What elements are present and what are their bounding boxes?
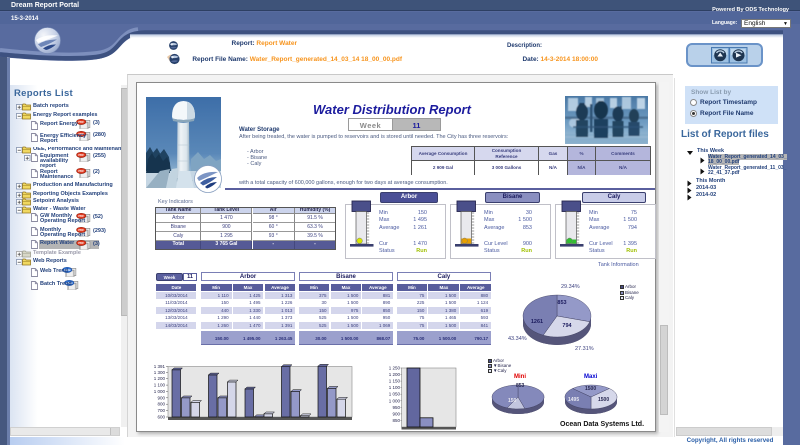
svg-text:1 000: 1 000 (154, 389, 166, 394)
svg-text:1 200: 1 200 (389, 372, 401, 377)
svg-text:1261: 1261 (531, 319, 543, 325)
svg-text:900: 900 (157, 395, 165, 400)
svg-text:1 150: 1 150 (389, 379, 401, 384)
svg-text:PDF: PDF (78, 132, 84, 136)
svg-text:900: 900 (392, 411, 400, 416)
svg-text:WEB: WEB (64, 268, 71, 272)
svg-text:WEB: WEB (66, 281, 73, 285)
svg-text:1 050: 1 050 (389, 392, 401, 397)
svg-text:1 000: 1 000 (389, 398, 401, 403)
svg-text:PDF: PDF (78, 153, 84, 157)
svg-text:794: 794 (562, 323, 572, 329)
svg-text:1 300: 1 300 (154, 370, 166, 375)
svg-text:PDF: PDF (78, 228, 84, 232)
svg-text:800: 800 (157, 402, 165, 407)
svg-text:1 100: 1 100 (389, 385, 401, 390)
svg-text:1 100: 1 100 (154, 383, 166, 388)
svg-text:600: 600 (157, 415, 165, 420)
svg-text:950: 950 (392, 405, 400, 410)
svg-text:700: 700 (157, 408, 165, 413)
svg-text:PDF: PDF (78, 214, 84, 218)
svg-text:1 391: 1 391 (154, 364, 166, 369)
svg-text:850: 850 (392, 418, 400, 423)
svg-text:PDF: PDF (78, 241, 84, 245)
svg-text:PDF: PDF (78, 169, 84, 173)
svg-text:1 200: 1 200 (154, 376, 166, 381)
svg-text:853: 853 (557, 300, 566, 306)
svg-text:1 250: 1 250 (389, 366, 401, 371)
svg-text:PDF: PDF (78, 120, 84, 124)
